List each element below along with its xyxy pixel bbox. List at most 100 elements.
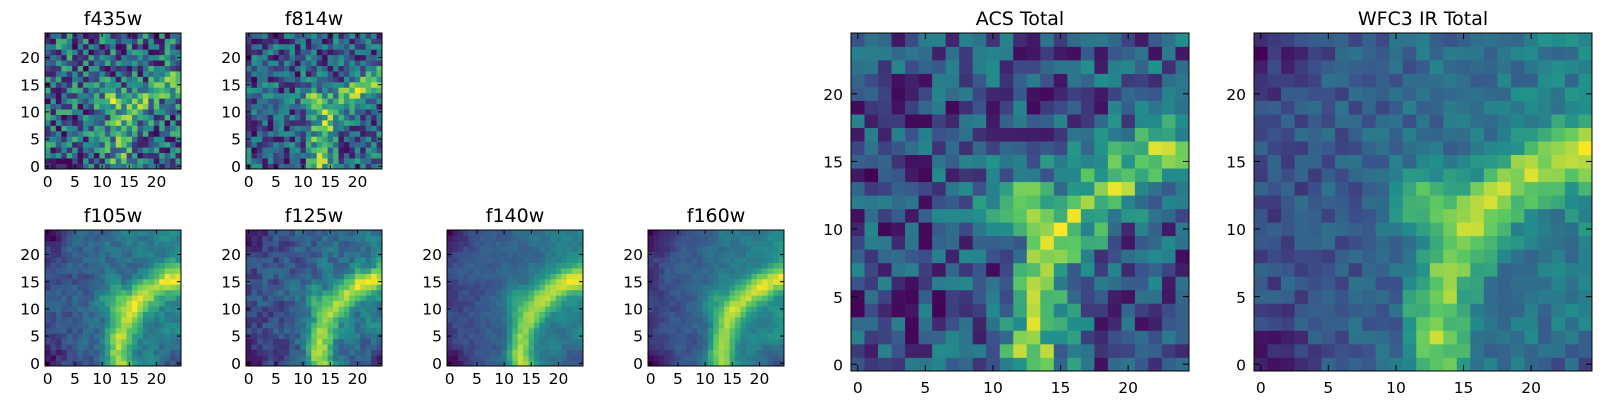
heatmap-cell (517, 278, 524, 285)
heatmap-cell (300, 317, 307, 323)
heatmap-cell (66, 147, 73, 154)
heatmap-cell (170, 268, 176, 274)
heatmap-cell (262, 240, 269, 247)
heatmap-cell (104, 81, 111, 88)
heatmap-cell (251, 338, 258, 345)
heatmap-cell (1483, 276, 1498, 291)
heatmap-cell (1013, 60, 1028, 74)
heatmap-cell (273, 76, 279, 83)
heatmap-cell (72, 81, 78, 88)
heatmap-cell (300, 300, 307, 307)
heatmap-cell (99, 76, 106, 83)
heatmap-cell (490, 349, 497, 356)
heatmap-cell (110, 65, 117, 72)
heatmap-cell (273, 322, 279, 329)
heatmap-cell (457, 327, 464, 334)
heatmap-cell (1335, 208, 1349, 223)
heatmap-cell (653, 289, 660, 296)
heatmap-cell (371, 71, 377, 77)
heatmap-cell (343, 355, 350, 361)
heatmap-cell (740, 300, 747, 307)
heatmap-cell (371, 262, 377, 269)
heatmap-cell (115, 355, 122, 361)
heatmap-cell (349, 333, 356, 340)
heatmap-cell (495, 273, 502, 280)
heatmap-cell (1281, 235, 1295, 250)
heatmap-cell (735, 262, 741, 269)
heatmap-cell (170, 125, 176, 132)
heatmap-cell (490, 327, 497, 334)
heatmap-cell (1134, 262, 1149, 277)
heatmap-cell (284, 141, 290, 148)
heatmap-cell (88, 273, 95, 280)
heatmap-cell (457, 306, 464, 312)
heatmap-cell (159, 230, 166, 236)
heatmap-cell (159, 360, 166, 367)
heatmap-cell (1524, 262, 1539, 277)
heatmap-cell (702, 268, 709, 274)
heatmap-cell (566, 284, 573, 291)
heatmap-cell (864, 181, 879, 196)
heatmap-cell (729, 322, 736, 329)
heatmap-cell (550, 322, 557, 329)
heatmap-cell (945, 195, 960, 210)
heatmap-cell (523, 284, 529, 291)
heatmap-cell (539, 355, 546, 361)
heatmap-cell (246, 327, 252, 334)
heatmap-cell (289, 284, 296, 291)
heatmap-cell (305, 355, 312, 361)
heatmap-cell (972, 46, 987, 61)
heatmap-cell (311, 141, 318, 148)
heatmap-cell (932, 208, 946, 223)
heatmap-cell (675, 240, 681, 247)
heatmap-cell (294, 284, 301, 291)
heatmap-cell (1026, 114, 1041, 128)
heatmap-cell (1389, 208, 1404, 223)
heatmap-cell (648, 262, 654, 269)
heatmap-cell (83, 246, 89, 253)
heatmap-cell (132, 65, 138, 72)
heatmap-cell (72, 257, 78, 263)
heatmap-cell (77, 246, 84, 253)
heatmap-cell (83, 120, 89, 126)
heatmap-cell (566, 246, 573, 253)
heatmap-cell (284, 76, 290, 83)
heatmap-cell (864, 154, 879, 169)
heatmap-cell (512, 230, 519, 236)
heatmap-cell (544, 349, 551, 356)
heatmap-cell (1161, 168, 1176, 183)
heatmap-cell (50, 114, 57, 121)
heatmap-cell (99, 251, 106, 258)
heatmap-cell (77, 163, 84, 170)
heatmap-cell (164, 251, 171, 258)
heatmap-cell (50, 109, 57, 115)
heatmap-cell (50, 65, 57, 72)
heatmap-cell (932, 222, 946, 237)
heatmap-cell (745, 257, 752, 263)
heatmap-cell (338, 98, 345, 105)
heatmap-cell (740, 327, 747, 334)
heatmap-cell (83, 33, 89, 39)
heatmap-cell (142, 54, 149, 61)
heatmap-cell (93, 306, 100, 312)
heatmap-cell (115, 251, 122, 258)
heatmap-cell (376, 322, 383, 329)
heatmap-cell (756, 273, 763, 280)
heatmap-cell (999, 303, 1014, 318)
heatmap-cell (278, 349, 285, 356)
heatmap-cell (1524, 276, 1539, 291)
heatmap-cell (675, 278, 681, 285)
heatmap-cell (45, 65, 51, 72)
heatmap-cell (284, 71, 290, 77)
heatmap-cell (517, 349, 524, 356)
heatmap-cell (523, 235, 529, 242)
heatmap-cell (1080, 100, 1095, 115)
heatmap-cell (311, 98, 318, 105)
heatmap-cell (1175, 60, 1190, 74)
heatmap-cell (648, 240, 654, 247)
heatmap-cell (115, 317, 122, 323)
heatmap-cell (354, 268, 361, 274)
heatmap-cell (756, 311, 763, 318)
heatmap-cell (104, 240, 111, 247)
y-tick-label: 10 (20, 103, 40, 121)
